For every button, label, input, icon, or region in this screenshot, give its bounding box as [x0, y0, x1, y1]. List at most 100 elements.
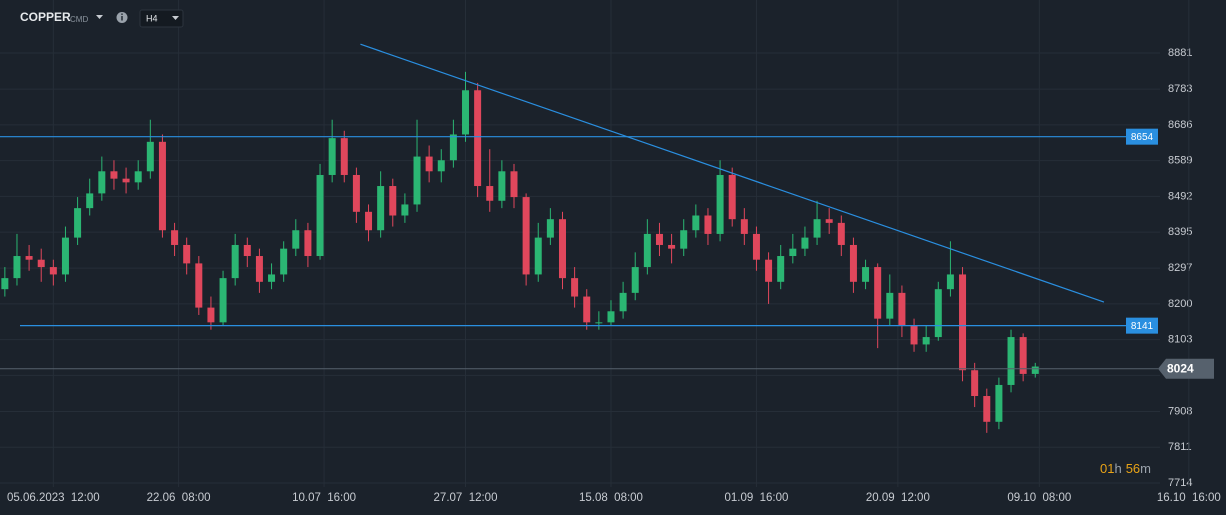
candle-body [25, 256, 33, 260]
candle-body [728, 174, 736, 220]
candle-body [207, 307, 215, 323]
candle-body [316, 174, 324, 257]
candle-body [243, 244, 251, 257]
candle-body [437, 160, 445, 172]
y-tick-label: 8395 [1168, 226, 1192, 238]
candle-body [74, 208, 82, 238]
candle-body [922, 337, 930, 345]
candle-body [401, 204, 409, 216]
last-price-box [1158, 358, 1214, 379]
candle-body [158, 141, 166, 231]
candle-body [255, 256, 263, 282]
candle-body [777, 256, 785, 282]
candle-body [498, 171, 506, 201]
candle-body [49, 267, 57, 275]
countdown: 01h 56m [1100, 461, 1151, 476]
candle-body [280, 248, 288, 275]
timeframe: H4 [146, 13, 158, 23]
candle-body [365, 211, 373, 231]
candle-body [874, 267, 882, 319]
candle-body [146, 141, 154, 172]
countdown-unit: h [1114, 461, 1121, 476]
candle-body [183, 244, 191, 264]
candle-body [1019, 337, 1027, 374]
candle-body [643, 233, 651, 268]
candle-body [425, 156, 433, 172]
candle-body [195, 263, 203, 308]
candle-body [825, 219, 833, 223]
candle-body [898, 292, 906, 327]
grid: 8881878386868589849283958297820081038006… [0, 0, 1221, 504]
x-tick-label: 09.10 08:00 [1007, 492, 1071, 504]
info-glyph [121, 16, 123, 21]
candle-body [862, 267, 870, 282]
candle-body [328, 138, 336, 175]
timeframe-select[interactable] [139, 9, 184, 28]
candle-body [813, 219, 821, 238]
candle-body [122, 178, 130, 183]
y-tick-label: 8783 [1168, 83, 1192, 95]
candle-body [37, 259, 45, 268]
symbol: COPPER [20, 10, 71, 24]
candle-body [546, 219, 554, 238]
y-tick-label: 8492 [1168, 190, 1192, 202]
symbol-dropdown[interactable] [96, 15, 103, 19]
candle-body [886, 292, 894, 319]
timeframe-dropdown [172, 16, 179, 20]
candle-body [959, 274, 967, 371]
y-tick-label: 8103 [1168, 334, 1192, 346]
candle-body [13, 256, 21, 279]
candle-body [680, 230, 688, 249]
candle-body [934, 289, 942, 338]
candle-body [619, 292, 627, 312]
candle-body [462, 90, 470, 135]
candle-body [837, 222, 845, 245]
market: CMD [70, 15, 88, 24]
candle-body [110, 171, 118, 179]
y-tick-label: 8200 [1168, 298, 1192, 310]
countdown-minutes: 56 [1126, 461, 1140, 476]
candle-body [98, 171, 106, 194]
candle-body [801, 237, 809, 249]
candle-body [583, 296, 591, 323]
candle-body [231, 244, 239, 279]
candle-body [292, 230, 300, 249]
candle-body [631, 267, 639, 293]
candle-body [413, 156, 421, 205]
candle-body [558, 219, 566, 279]
y-tick-label: 8686 [1168, 119, 1192, 131]
candle-body [510, 171, 518, 198]
candle-body [340, 138, 348, 175]
candle-body [752, 233, 760, 260]
candle-body [789, 248, 797, 257]
y-tick-label: 7908 [1168, 405, 1192, 417]
x-tick-label: 20.09 12:00 [866, 492, 930, 504]
header: COPPER CMD H4 [20, 9, 184, 28]
candle-body [946, 274, 954, 290]
x-tick-label: 05.06.2023 12:00 [7, 492, 100, 504]
candle-body [1007, 337, 1015, 385]
candle-body [61, 237, 69, 275]
level-label: 8141 [1131, 321, 1154, 332]
candle-body [449, 134, 457, 161]
candle-body [704, 215, 712, 234]
x-tick-label: 10.07 16:00 [292, 492, 356, 504]
x-tick-label: 22.06 08:00 [147, 492, 211, 504]
candle-body [522, 197, 530, 275]
candle-body [134, 171, 142, 183]
candle-body [86, 193, 94, 209]
x-tick-label: 16.10 16:00 [1157, 492, 1221, 504]
candle-body [377, 186, 385, 231]
countdown-hours: 01 [1100, 461, 1114, 476]
candle-body [352, 174, 360, 212]
candle-body [971, 370, 979, 397]
candle-body [995, 384, 1003, 422]
candle-body [1031, 366, 1039, 374]
candle-body [692, 215, 700, 231]
last-price-label: 8024 [1167, 361, 1194, 375]
x-tick-label: 01.09 16:00 [724, 492, 788, 504]
level-label: 8654 [1131, 132, 1154, 143]
candle-body [765, 259, 773, 282]
